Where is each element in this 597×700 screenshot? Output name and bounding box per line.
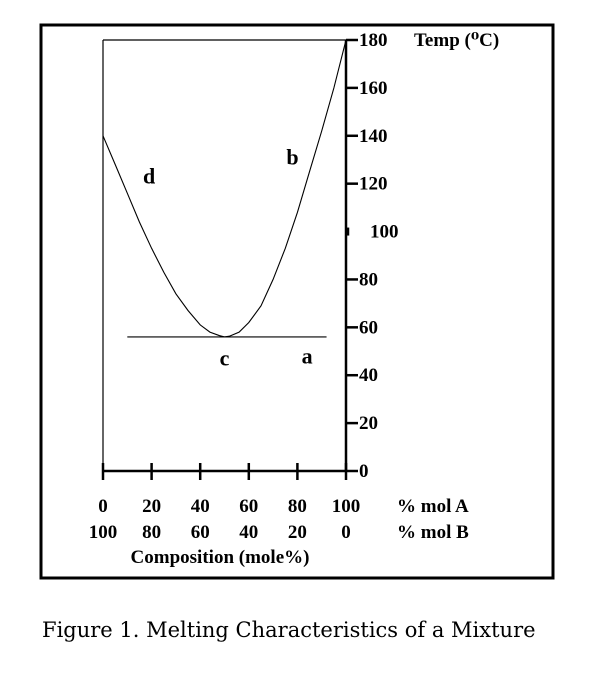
x-tick-label-mol-b: 0 [341,522,351,543]
annotation-b: b [286,145,298,170]
y-tick-label: 60 [359,317,378,338]
axes [101,38,358,480]
x-tick-label-mol-a: 40 [191,496,210,517]
y-tick-label: 20 [359,413,378,434]
y-tick-label: 40 [359,365,378,386]
y-tick-label: 0 [359,461,369,482]
outer-frame [39,23,555,580]
x-tick-label-mol-b: 20 [288,522,307,543]
x-tick-label-mol-b: 40 [239,522,258,543]
figure-caption: Figure 1. Melting Characteristics of a M… [42,618,536,642]
y-tick-label: 140 [359,126,388,147]
annotation-a: a [302,343,313,368]
plot-area [102,39,347,338]
y-tick-label: 160 [359,78,388,99]
x-tick-label-mol-a: 100 [332,496,361,517]
annotation-c: c [220,346,230,371]
y-tick-label: 100 [370,222,399,243]
x-tick-label-mol-a: 80 [288,496,307,517]
x-axis-label-mol-a: % mol A [397,496,469,517]
annotation-d: d [143,164,155,189]
x-tick-label-mol-b: 60 [191,522,210,543]
y-axis-title: Temp (⁰C) [414,30,499,51]
x-tick-label-mol-b: 100 [89,522,118,543]
melting-curve [102,39,347,338]
chart-labels: 0 100 20 80 40 60 60 40 80 20 100 0 % mol A % mol B Co… [89,30,499,568]
x-tick-label-mol-a: 0 [98,496,108,517]
x-tick-label-mol-a: 20 [142,496,161,517]
x-tick-label-mol-b: 80 [142,522,161,543]
x-axis-title: Composition (mole%) [131,547,310,568]
x-tick-label-mol-a: 60 [239,496,258,517]
y-tick-label: 80 [359,269,378,290]
y-tick-label: 120 [359,174,388,195]
x-axis-label-mol-b: % mol B [397,522,469,543]
y-tick-label: 180 [359,30,388,51]
